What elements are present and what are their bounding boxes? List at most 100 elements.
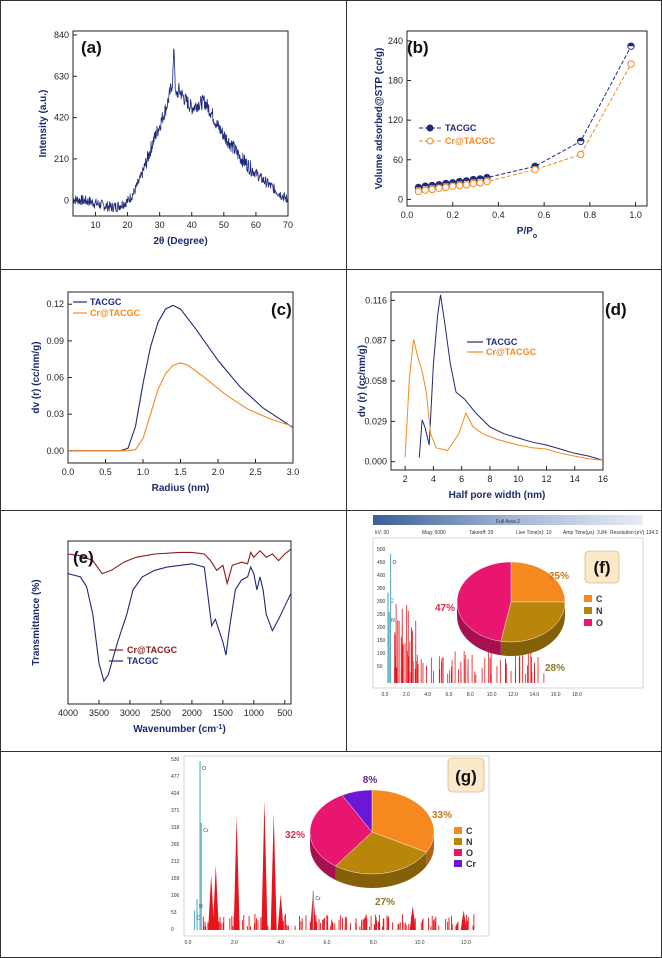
- eds-y-tick: 500: [377, 547, 386, 553]
- legend-swatch-n: [584, 607, 592, 614]
- tacgc-marker-fill: [483, 174, 491, 178]
- pie-slice-n: [500, 601, 566, 643]
- pie-label-o: 47%: [435, 603, 455, 614]
- chart-a: 10 20 30 40 50 60 70 0 210 420 630 840 2θ (Degree) In…: [38, 30, 293, 247]
- eds-peak-label: N: [199, 904, 203, 910]
- pie-slice-o: [309, 794, 373, 867]
- y-tick-label: 0.09: [46, 336, 64, 346]
- y-tick-label: 420: [54, 113, 69, 123]
- series-line-0: [67, 548, 292, 586]
- pie-slice-n: [335, 831, 427, 875]
- y-tick-label: 0.03: [46, 409, 64, 419]
- panel-label-g-box: [447, 757, 485, 793]
- y-tick-label: 0: [398, 194, 403, 204]
- eds-y-tick: 477: [171, 774, 180, 780]
- x-tick-label: 0.0: [62, 467, 75, 477]
- y-axis-label: dv (r) (cc/nm/g): [357, 345, 368, 417]
- legend-marker: [426, 137, 434, 145]
- eds-peak-label: O: [202, 766, 206, 772]
- x-tick-label: 30: [155, 220, 165, 230]
- eds-header-item: Resolution:(eV) 134.2: [610, 530, 659, 536]
- x-tick-label: 1500: [213, 708, 233, 718]
- x-tick-label: 6: [459, 474, 464, 484]
- panel-label-g: (g): [455, 767, 477, 786]
- cr-tacgc-marker: [428, 185, 436, 194]
- eds-y-tick: 53: [171, 910, 177, 916]
- legend-swatch-c: [454, 827, 462, 834]
- y-tick-label: 0.058: [364, 376, 387, 386]
- x-tick-label: 1.0: [137, 467, 150, 477]
- eds-main-peak: [212, 865, 219, 930]
- eds-x-tick: 2.0: [231, 940, 238, 946]
- chart-e: 4000 3500 3000 2500 2000 1500 1000 500 Wavenumbe…: [31, 540, 292, 735]
- eds-x-tick: 2.0: [403, 692, 410, 698]
- eds-y-tick: 150: [377, 638, 386, 644]
- eds-main-peak: [270, 813, 277, 930]
- pie-label-n: 28%: [545, 663, 565, 674]
- x-axis-label-tail: ): [222, 724, 225, 735]
- legend-swatch-o: [584, 619, 592, 626]
- panel-label-f: (f): [594, 558, 611, 577]
- y-tick-label: 0.12: [46, 299, 64, 309]
- pie-label-o: 32%: [285, 830, 305, 841]
- cr-tacgc-marker: [414, 187, 423, 196]
- x-tick-label: 3500: [89, 708, 109, 718]
- tacgc-marker-fill: [415, 184, 422, 188]
- panel-label-c: (c): [271, 300, 292, 319]
- pie-side-o: [457, 602, 501, 656]
- x-tick-label: 4: [431, 474, 436, 484]
- eds-y-tick: 530: [171, 757, 180, 763]
- pie-slice-c: [510, 561, 566, 603]
- x-tick-label: 40: [187, 220, 197, 230]
- cr-tacgc-marker: [476, 179, 484, 187]
- x-tick-label: 60: [251, 220, 261, 230]
- pie-label-cr: 8%: [363, 775, 378, 786]
- tacgc-marker-fill: [428, 182, 436, 186]
- tacgc-marker-fill: [435, 181, 443, 185]
- x-tick-label: 0.8: [584, 210, 597, 220]
- x-tick-label: 4000: [58, 708, 78, 718]
- pie-side-n: [335, 852, 427, 888]
- plot-frame: [72, 30, 289, 217]
- x-axis-label: P/Po: [517, 226, 537, 240]
- eds-y-tick: 159: [171, 876, 180, 882]
- x-tick-label: 10: [90, 220, 100, 230]
- chart-d: 2 4 6 8 10 12 14 16 0.000 0.029 0.058 0.087 0.116 Hal…: [357, 291, 627, 501]
- legend-label-c: C: [596, 594, 603, 604]
- y-tick-label: 0.06: [46, 373, 64, 383]
- tacgc-marker-fill: [577, 138, 584, 142]
- series-line-1: [404, 339, 604, 461]
- eds-peak-label: C: [196, 916, 200, 922]
- cr-tacgc-marker: [435, 184, 443, 192]
- cr-tacgc-marker: [531, 165, 539, 174]
- legend-label: Cr@TACGC: [127, 645, 178, 655]
- eds-peak-label: N: [391, 618, 395, 624]
- eds-main-peak: [208, 874, 215, 930]
- eds-x-tick: 12.0: [461, 940, 471, 946]
- panel-a: 10 20 30 40 50 60 70 0 210 420 630 840 2θ (Degree) In…: [0, 0, 347, 270]
- legend-label-c: C: [466, 826, 473, 836]
- tacgc-marker-fill: [627, 42, 635, 47]
- xrd-series-line: [72, 48, 289, 213]
- legend-swatch-o: [454, 849, 462, 856]
- x-tick-label: 50: [219, 220, 229, 230]
- eds-y-tick: 50: [377, 664, 383, 670]
- legend-label: Cr@TACGC: [486, 347, 537, 357]
- eds-x-tick: 6.0: [446, 692, 453, 698]
- x-tick-label: 8: [487, 474, 492, 484]
- x-tick-label: 2500: [151, 708, 171, 718]
- cr-tacgc-marker: [449, 182, 457, 190]
- y-tick-label: 60: [393, 155, 403, 165]
- tacgc-marker-fill: [470, 176, 477, 180]
- legend-label: TACGC: [486, 337, 518, 347]
- pie-label-c: 33%: [432, 810, 452, 821]
- panel-label-b: (b): [407, 38, 429, 57]
- eds-main-peak: [261, 800, 268, 930]
- panel-c: 0.0 0.5 1.0 1.5 2.0 2.5 3.0 0.00 0.03 0.06 0.09 0.1…: [0, 269, 347, 511]
- eds-y-tick: 265: [171, 842, 180, 848]
- x-axis-label-sup: -1: [216, 724, 222, 731]
- eds-peak-label: O: [393, 560, 397, 566]
- series-line-1: [68, 362, 294, 452]
- legend-label-n: N: [596, 606, 603, 616]
